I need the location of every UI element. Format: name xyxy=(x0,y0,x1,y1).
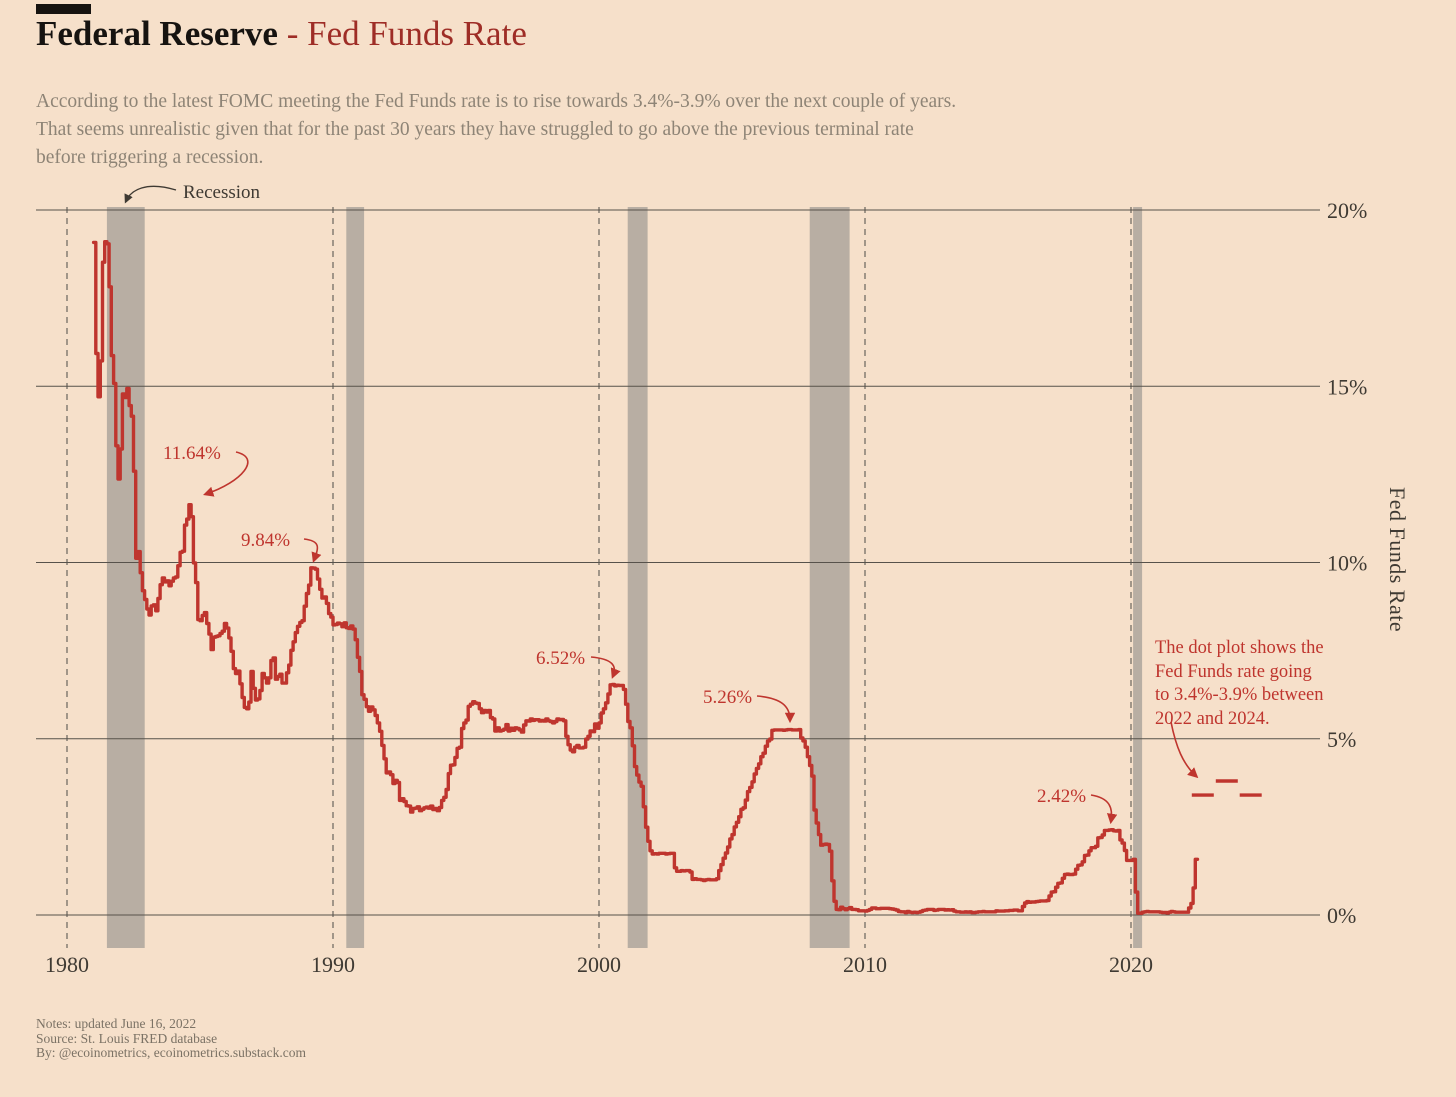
dot-plot-note-line-2: Fed Funds rate going xyxy=(1155,661,1312,682)
dot-plot-note-line-1: The dot plot shows the xyxy=(1155,638,1324,658)
subtitle-line-3: before triggering a recession. xyxy=(36,147,264,168)
recession-label: Recession xyxy=(183,182,261,203)
recession-callout-arrow xyxy=(124,185,177,204)
annotation-arrow xyxy=(756,695,796,724)
footer-line-notes: Notes: updated June 16, 2022 xyxy=(36,1016,197,1031)
page-title: Federal Reserve - Fed Funds Rate xyxy=(36,14,527,54)
y-tick-label: 15% xyxy=(1327,374,1367,399)
recession-band xyxy=(106,207,145,948)
annotation-label: 6.52% xyxy=(536,648,585,669)
subtitle-line-1: According to the latest FOMC meeting the… xyxy=(36,91,957,112)
recession-band xyxy=(1133,207,1143,948)
dot-plot-note: The dot plot shows the Fed Funds rate go… xyxy=(1155,637,1365,731)
x-tick-label: 2020 xyxy=(1109,952,1153,977)
annotation-arrow xyxy=(590,656,621,679)
chart-subtitle: According to the latest FOMC meeting the… xyxy=(36,88,956,172)
annotation-label: 9.84% xyxy=(241,530,290,551)
annotation-arrow xyxy=(1090,794,1118,825)
annotation-arrow xyxy=(203,451,249,497)
dot-plot-note-line-3: to 3.4%-3.9% between xyxy=(1155,685,1324,705)
annotation-label: 11.64% xyxy=(163,443,221,464)
y-axis-title: Fed Funds Rate xyxy=(1385,487,1410,633)
footer-line-author: By: @ecoinometrics, ecoinometrics.substa… xyxy=(36,1045,306,1060)
annotation-label: 5.26% xyxy=(703,687,752,708)
recession-band xyxy=(346,207,365,948)
title-secondary: Fed Funds Rate xyxy=(307,14,527,53)
annotation-label: 2.42% xyxy=(1037,786,1086,807)
footer-notes: Notes: updated June 16, 2022 Source: St.… xyxy=(36,1016,306,1061)
recession-band xyxy=(809,207,850,948)
x-tick-label: 1980 xyxy=(45,952,89,977)
x-tick-label: 2010 xyxy=(843,952,887,977)
recession-band xyxy=(627,207,648,948)
annotation-arrow xyxy=(303,538,322,563)
fed-funds-rate-line xyxy=(91,240,1200,915)
x-tick-label: 2000 xyxy=(577,952,621,977)
x-tick-label: 1990 xyxy=(311,952,355,977)
title-primary: Federal Reserve xyxy=(36,14,278,53)
y-tick-label: 20% xyxy=(1327,198,1367,223)
dot-plot-note-line-4: 2022 and 2024. xyxy=(1155,708,1270,729)
y-tick-label: 5% xyxy=(1327,727,1356,752)
title-separator: - xyxy=(277,14,308,53)
accent-bar xyxy=(36,4,91,14)
dot-plot-note-arrow xyxy=(1170,721,1199,779)
footer-line-source: Source: St. Louis FRED database xyxy=(36,1030,218,1046)
y-tick-label: 0% xyxy=(1327,903,1356,928)
subtitle-line-2: That seems unrealistic given that for th… xyxy=(36,119,914,140)
y-tick-label: 10% xyxy=(1327,551,1367,576)
